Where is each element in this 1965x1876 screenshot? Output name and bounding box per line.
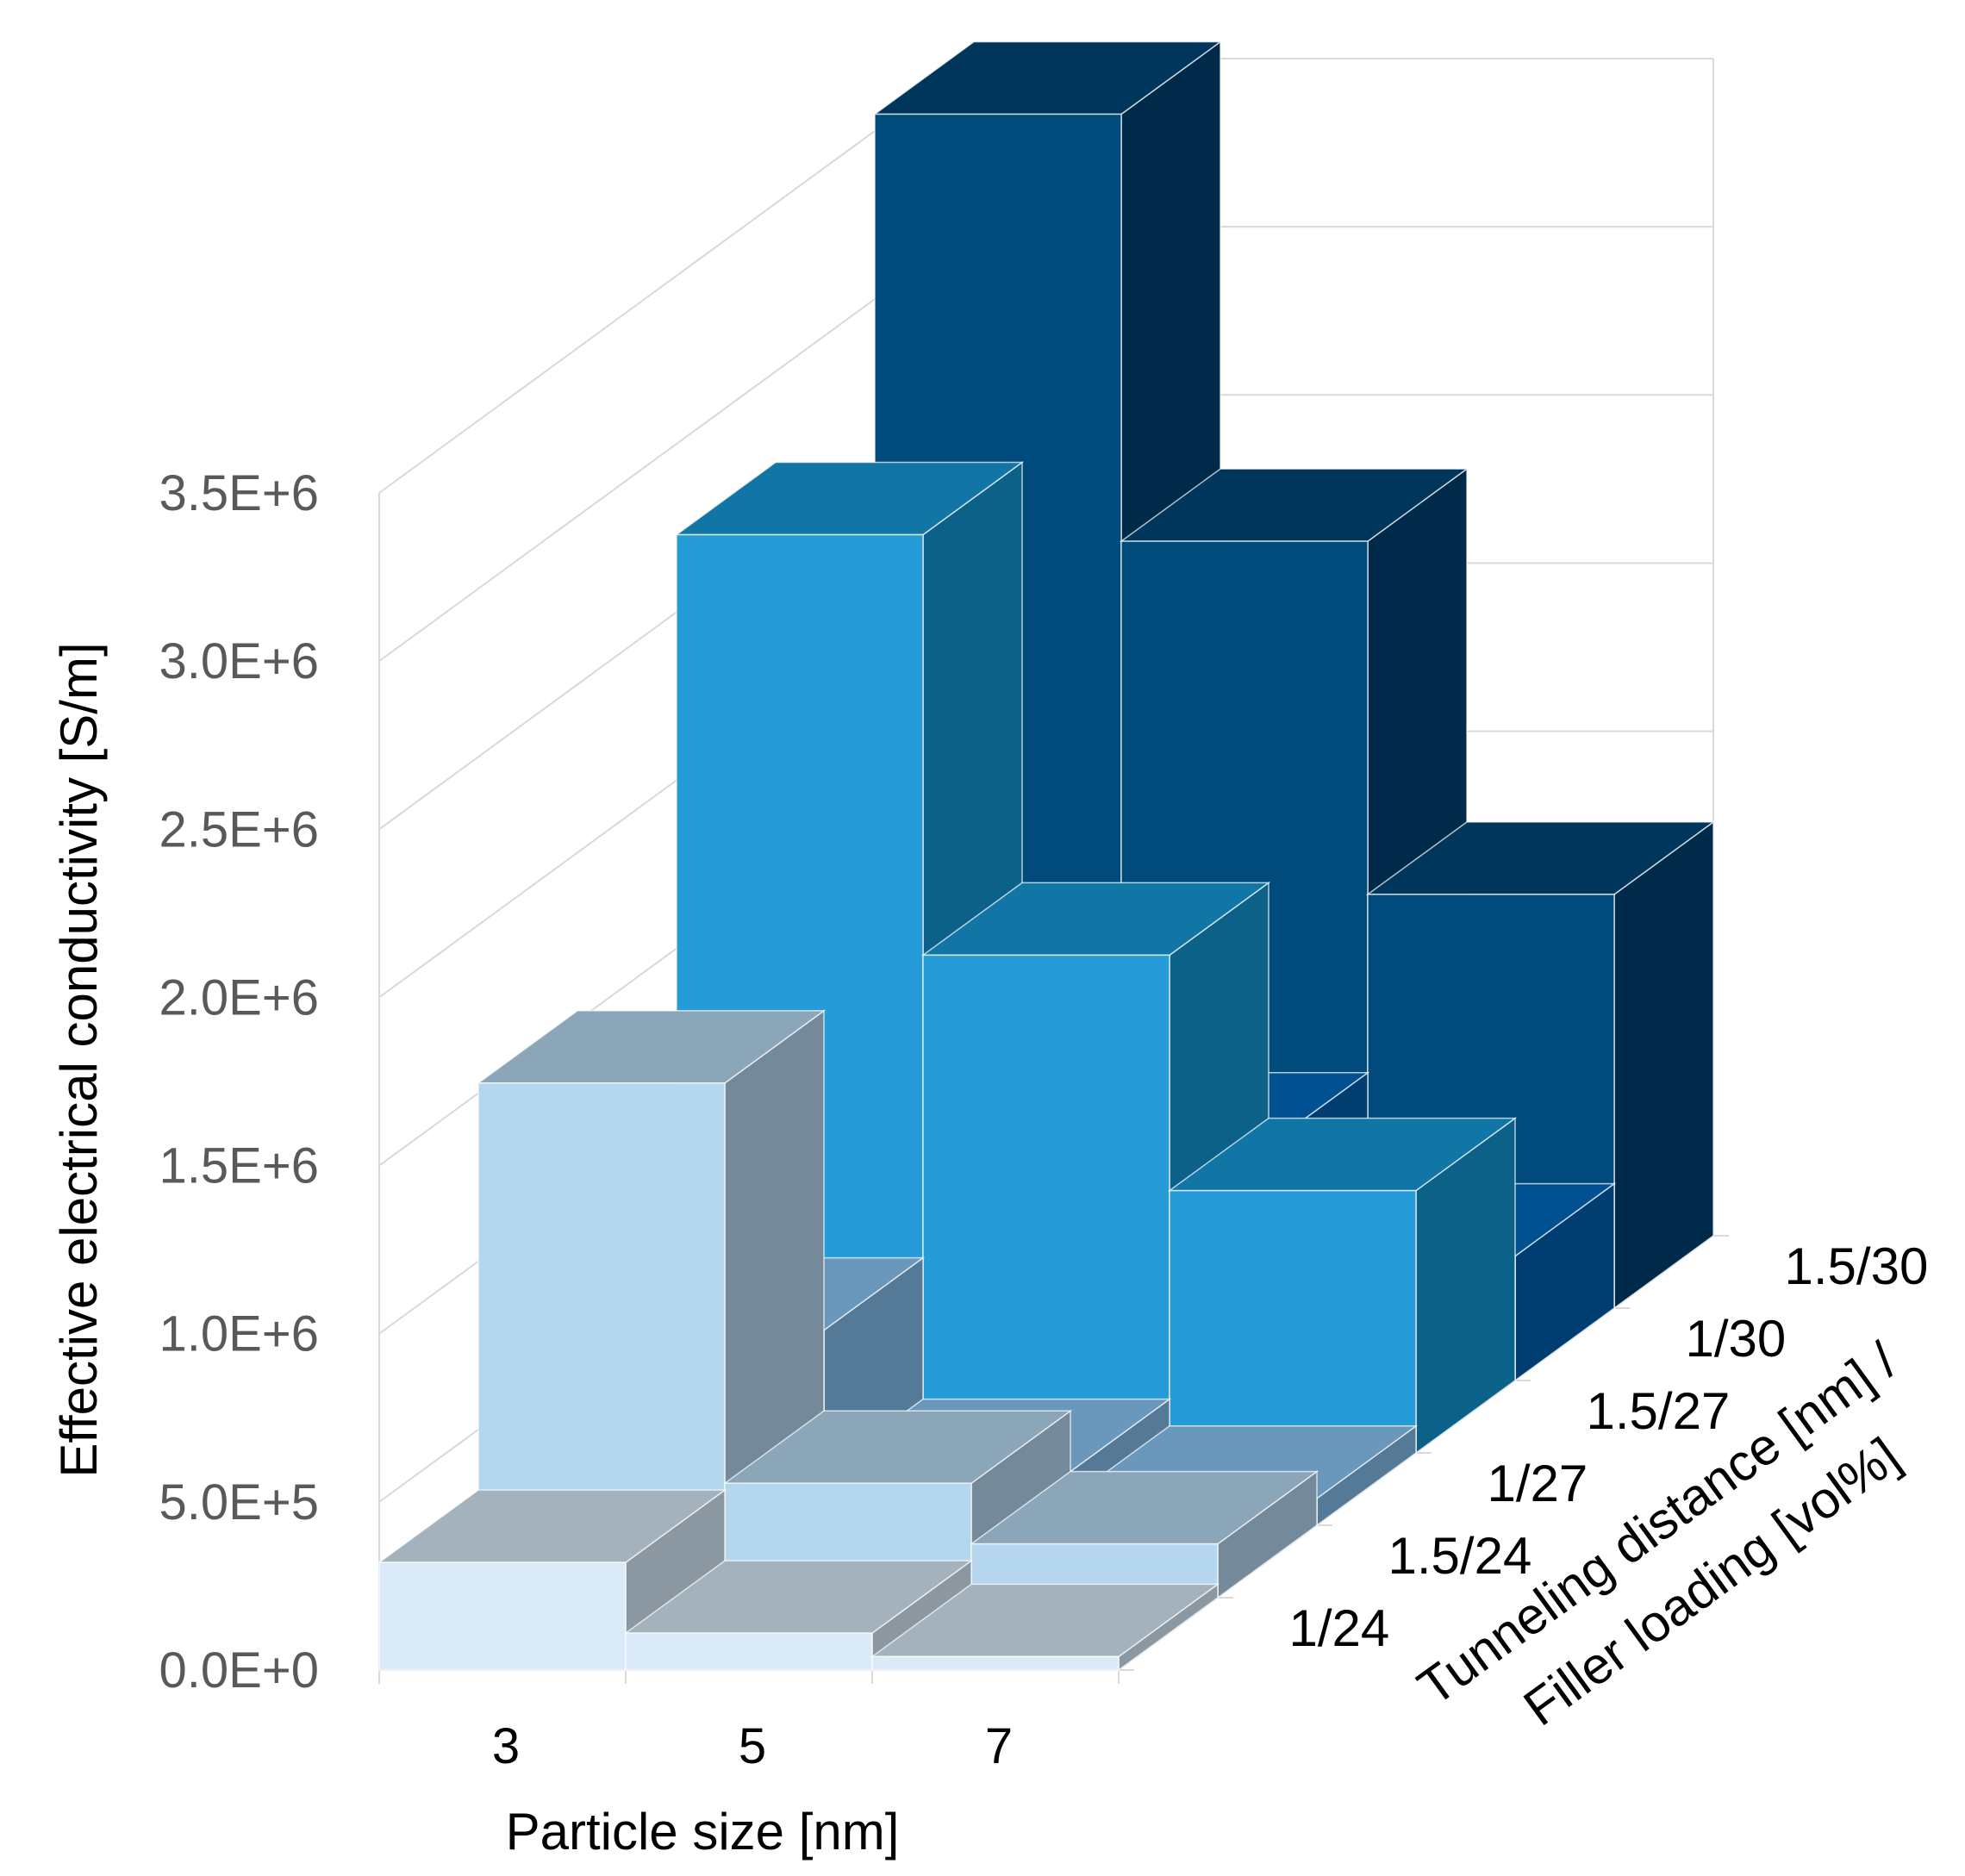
bar-front-face (871, 1655, 1120, 1671)
y-tick-label: 1.5E+6 (159, 1138, 319, 1194)
z-tick-label: 1/24 (1289, 1599, 1390, 1657)
z-tick-label: 1/30 (1686, 1310, 1787, 1368)
bar-front-face (1169, 1189, 1417, 1454)
x-axis-tick-labels: 3 5 7 (492, 1718, 1013, 1774)
z-tick-label: 1.5/24 (1388, 1527, 1532, 1585)
x-tick-label: 5 (739, 1718, 766, 1774)
y-tick-label: 3.5E+6 (159, 465, 319, 521)
y-axis-tick-labels: 0.0E+0 5.0E+5 1.0E+6 1.5E+6 2.0E+6 2.5E+6 3.0E… (159, 465, 319, 1698)
y-tick-label: 0.0E+0 (159, 1642, 319, 1698)
chart-labels: 0.0E+0 5.0E+5 1.0E+6 1.5E+6 2.0E+6 2.5E+6 3.0E… (50, 465, 1928, 1860)
bar-front-face (625, 1632, 873, 1671)
x-axis-title: Particle size [nm] (506, 1803, 900, 1860)
bar-1-5-27-size-7 (1167, 1117, 1518, 1455)
y-axis-title: Effective electrical conductivity [S/m] (50, 642, 108, 1477)
x-tick-label: 7 (985, 1718, 1013, 1774)
y-tick-label: 2.0E+6 (159, 969, 319, 1025)
bar-front-face (922, 954, 1170, 1454)
z-tick-label: 1.5/27 (1587, 1382, 1731, 1440)
bar-front-face (378, 1561, 627, 1671)
x-tick-label: 3 (492, 1718, 520, 1774)
bar-side-face (1613, 820, 1714, 1310)
bar-1-24-size-7 (870, 1582, 1220, 1672)
z-tick-label: 1/27 (1488, 1455, 1588, 1512)
y-tick-label: 3.0E+6 (159, 633, 319, 689)
y-tick-label: 5.0E+5 (159, 1474, 319, 1530)
bar-1-5-24-size-7 (969, 1470, 1319, 1599)
y-tick-label: 2.5E+6 (159, 801, 319, 857)
z-tick-label: 1.5/30 (1785, 1237, 1929, 1295)
z-axis-tick-labels: 1/24 1.5/24 1/27 1.5/27 1/30 1.5/30 (1289, 1237, 1929, 1657)
chart-bars (377, 41, 1716, 1672)
y-tick-label: 1.0E+6 (159, 1306, 319, 1362)
